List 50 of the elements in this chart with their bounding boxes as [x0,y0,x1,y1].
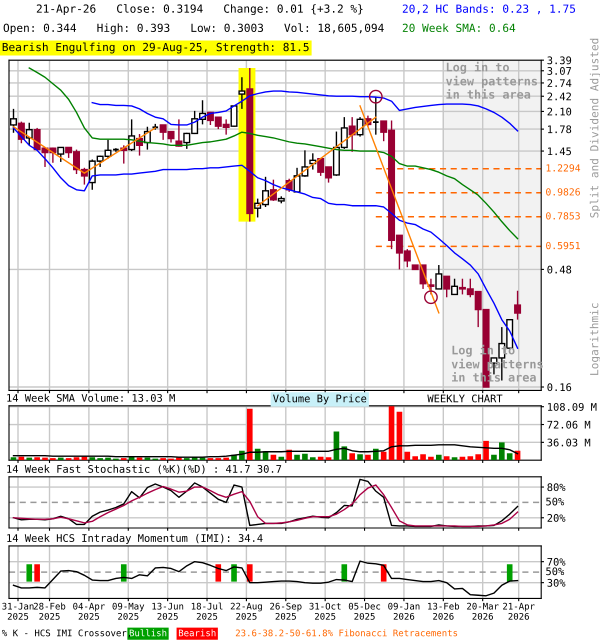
y-tick-label: 0.48 [547,266,572,274]
y-tick-label: 30% [547,578,566,587]
chart-subtitle: Open: 0.344 High: 0.393 Low: 0.3003 Vol: 18,605,094 [4,23,384,34]
text: Bearish Engulfing on 29-Aug-25, Strength: 81.5 [2,42,309,54]
y-tick-label: 3.39 [547,56,572,64]
x-tick-label: 20-Mar 2026 [467,602,499,620]
y-tick-label: 20% [548,514,566,522]
x-tick-label: 13-Feb 2026 [428,602,460,620]
chart-title: 14 Week HCS Intraday Momentum (IMI): 34.4 [7,534,263,544]
x-tick-label: 31-Jan 2025 [2,602,34,620]
x-tick-label: 04-Apr 2025 [73,602,105,620]
x-tick-label: 05-Dec 2025 [348,602,380,620]
y-tick-label: 108.09 M [548,402,596,411]
text: 20,2 HC Bands: 0.23 , 1.75 [402,4,576,14]
y-tick-label: 72.06 M [547,420,590,429]
text: Bullish [130,629,166,636]
ref-line-label: 0.9826 [546,188,580,196]
x-tick-label: 28-Feb 2025 [34,602,66,620]
text: WEEKLY CHART [427,394,502,402]
x-tick-label: 09-May 2025 [112,602,144,620]
x-tick-label: 18-Jul 2025 [192,602,222,620]
x-tick-label: 21-Apr 2026 [503,602,535,620]
x-tick-label: 26-Sep 2025 [270,602,302,620]
ref-line-label: 50% [546,498,564,506]
chart-title: 21-Apr-26 Close: 0.3194 Change: 0.01 {+3.2 %} [36,4,363,16]
text: Bearish [178,629,216,636]
y-tick-label: 70% [547,558,566,566]
y-tick-label: 1.78 [548,125,572,134]
y-tick-label: 36.03 M [547,438,590,446]
text: Volume By Price [273,394,366,404]
y-tick-label: 2.74 [548,79,572,87]
x-tick-label: 31-Oct 2025 [309,602,341,620]
ref-line-label: 0.7853 [546,212,580,220]
band-label: Log in to view patterns in this area [446,62,537,99]
x-tick-label: 13-Jun 2025 [152,602,184,620]
x-tick-label: 09-Jan 2026 [388,602,420,620]
chart-title: 14 Week SMA Volume: 13.03 M [7,394,175,402]
ref-line-label: 1.2294 [546,164,580,172]
text: 20 Week SMA: 0.64 [402,23,516,32]
y-tick-label: 80% [547,483,566,492]
y-tick-label: 0.16 [547,383,572,392]
y-tick-label: 2.10 [548,108,572,116]
ref-line-label: 50% [546,567,564,576]
ref-line-label: 0.5951 [546,242,580,250]
y-tick-label: 3.07 [547,67,572,75]
y-tick-label: 2.42 [548,92,571,100]
x-tick-label: 22-Aug 2025 [230,602,262,620]
chart-title: 14 Week Fast Stochastic (%K)(%D) : 41.7 30.7 [7,464,282,474]
y-tick-label: 1.45 [548,147,572,156]
text: 23.6-38.2-50-61.8% Fibonacci Retracements [236,629,458,636]
